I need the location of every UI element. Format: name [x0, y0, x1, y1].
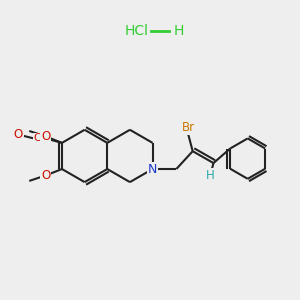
Text: H: H	[206, 169, 215, 182]
Text: HCl: HCl	[124, 24, 148, 38]
Text: O: O	[41, 169, 50, 182]
Text: N: N	[148, 163, 157, 176]
Text: O: O	[41, 130, 50, 143]
Text: methyl: methyl	[17, 132, 22, 134]
Text: Br: Br	[182, 121, 195, 134]
Text: O: O	[14, 128, 23, 141]
Text: O: O	[34, 134, 43, 143]
Text: H: H	[174, 24, 184, 38]
